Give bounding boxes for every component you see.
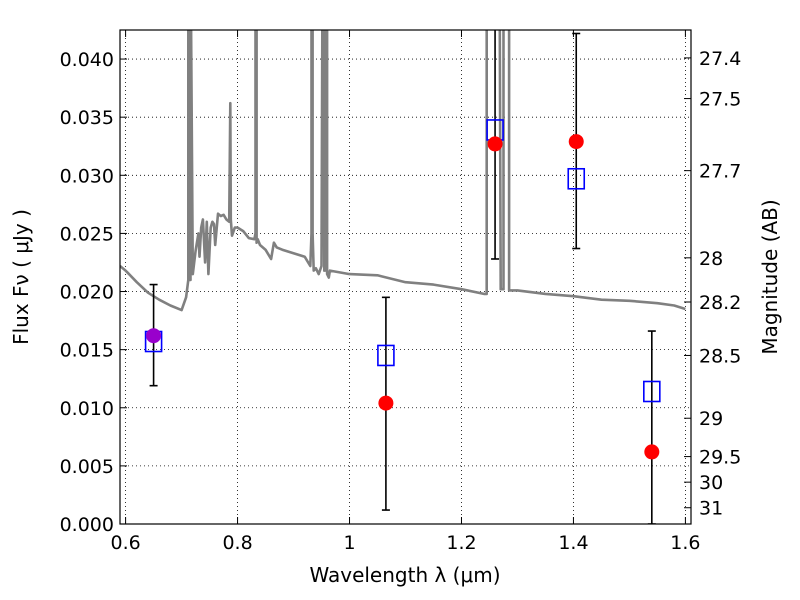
y-tick-label: 0.040 <box>60 49 114 71</box>
mag-tick-label: 29 <box>699 408 723 430</box>
observed-marker <box>568 134 584 150</box>
error-bars <box>149 30 656 524</box>
mag-tick-label: 29.5 <box>699 447 741 469</box>
mag-tick-label: 27.7 <box>699 161 741 183</box>
mag-tick-label: 27.5 <box>699 89 741 111</box>
model-spectrum-layer <box>120 30 686 312</box>
mag-tick-label: 28.5 <box>699 345 741 367</box>
model-spectrum-line <box>120 30 686 312</box>
model-photometry-marker <box>377 344 395 367</box>
grid <box>120 30 691 525</box>
mag-tick-label: 28 <box>699 248 723 270</box>
x-tick-label: 0.6 <box>110 532 140 554</box>
y-tick-label: 0.000 <box>60 514 114 536</box>
mag-tick-label: 30 <box>699 472 723 494</box>
x-tick-label: 1.4 <box>558 532 588 554</box>
mag-tick-label: 31 <box>699 498 723 520</box>
mag-tick-label: 27.4 <box>699 48 741 70</box>
y-tick-label: 0.020 <box>60 282 114 304</box>
plot-frame <box>119 29 692 525</box>
y-tick-label: 0.025 <box>60 223 114 245</box>
y-axis-label-right: Magnitude (AB) <box>758 199 782 354</box>
x-tick-label: 0.8 <box>222 532 252 554</box>
mag-tick-label: 28.2 <box>699 292 741 314</box>
x-tick-label: 1.6 <box>670 532 700 554</box>
y-tick-label: 0.030 <box>60 165 114 187</box>
model-photometry-marker <box>643 380 661 403</box>
y-tick-label: 0.010 <box>60 398 114 420</box>
model-photometry-marker <box>567 167 586 190</box>
observed-marker <box>378 395 394 411</box>
observed-blended-marker <box>146 328 162 344</box>
x-tick-label: 1.2 <box>446 532 476 554</box>
data-markers <box>144 119 661 460</box>
y-tick-label: 0.015 <box>60 340 114 362</box>
y-tick-label: 0.035 <box>60 107 114 129</box>
observed-marker <box>487 136 503 152</box>
y-axis-label: Flux Fν ( μJy ) <box>9 209 33 345</box>
y-tick-label: 0.005 <box>60 456 114 478</box>
x-tick-label: 1 <box>343 532 355 554</box>
axis-ticks: 0.6 0.8 1 1.2 1.4 1.6 0.000 0.005 0.010 0.015 0.02… <box>60 30 741 554</box>
x-axis-label: Wavelength λ (μm) <box>309 563 500 587</box>
observed-marker <box>644 444 660 460</box>
